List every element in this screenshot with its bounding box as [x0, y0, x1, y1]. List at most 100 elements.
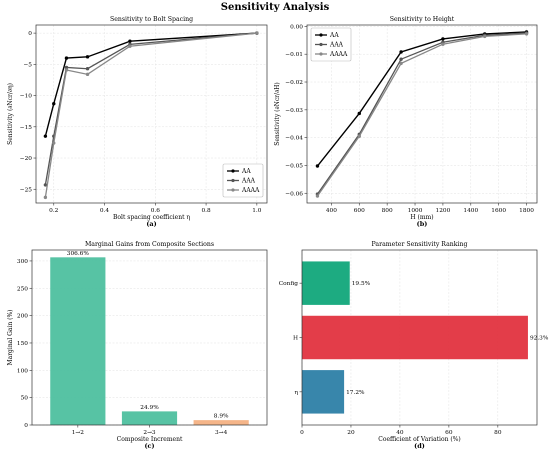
plot-frame-c — [31, 249, 268, 426]
data-point-aaa — [85, 67, 90, 71]
plot-frame-a — [35, 24, 268, 204]
bar-value-label: 92.3% — [530, 336, 549, 342]
y-tick-label: η — [295, 390, 299, 396]
plot-frame-d — [301, 249, 538, 426]
x-tick-label: 1800 — [519, 208, 534, 214]
y-tick-label: 300 — [17, 259, 28, 265]
x-tick-label: 1.0 — [252, 208, 262, 214]
y-tick-label: Config — [279, 281, 299, 287]
panel-label-d: (d) — [414, 442, 425, 450]
y-tick-label: −0.05 — [285, 163, 303, 169]
y-tick-label: −0.01 — [285, 52, 303, 58]
chart-title-b: Sensitivity to Height — [390, 16, 455, 23]
y-axis-label-b: Sensitivity (∂Ncr/∂H) — [274, 82, 281, 146]
x-tick-label: 800 — [382, 208, 393, 214]
y-tick-label: 0 — [28, 31, 32, 37]
y-tick-label: −20 — [20, 156, 33, 162]
y-tick-label: −0.02 — [285, 80, 303, 86]
data-point-aaaa — [43, 195, 48, 200]
series-line-aaa — [316, 32, 527, 195]
data-point-aa — [357, 111, 361, 116]
legend-marker-aaa — [319, 42, 323, 47]
x-tick-label: 400 — [326, 208, 337, 214]
data-point-aaaa — [315, 194, 320, 198]
data-point-aa — [128, 39, 132, 43]
bar-value-label: 19.5% — [352, 281, 371, 287]
y-tick-label: −25 — [20, 187, 33, 193]
legend-label-aa: AA — [329, 32, 339, 39]
data-point-aa — [399, 50, 403, 54]
legend-label-aaaa: AAAA — [241, 187, 260, 194]
x-tick-label: 600 — [354, 208, 365, 214]
bar-2 — [193, 420, 249, 425]
series-line-aaaa — [44, 32, 257, 198]
legend-label-aaaa: AAAA — [329, 51, 348, 58]
data-point-aa — [85, 55, 90, 59]
x-tick-label: 0.2 — [49, 208, 59, 214]
y-tick-label: 150 — [17, 341, 28, 347]
y-tick-label: −0.06 — [285, 191, 303, 197]
data-point-aa — [52, 101, 56, 106]
x-tick-label: 60 — [445, 430, 453, 436]
panel-label-b: (b) — [417, 220, 428, 228]
x-tick-label: 2→3 — [143, 430, 156, 436]
data-point-aaaa — [52, 141, 56, 145]
panel-label-c: (c) — [144, 442, 154, 450]
y-axis-label-a: Sensitivity (∂Ncr/∂η) — [7, 83, 14, 145]
x-tick-label: 40 — [396, 430, 404, 436]
data-point-aaaa — [441, 42, 445, 46]
x-axis-label-c: Composite Increment — [117, 436, 183, 443]
plot-frame-b — [306, 24, 538, 204]
y-tick-label: −0.04 — [285, 136, 303, 142]
x-tick-label: 1600 — [491, 208, 506, 214]
data-point-aaaa — [255, 31, 259, 35]
bar-value-label: 17.2% — [346, 390, 365, 396]
chart-title-a: Sensitivity to Bolt Spacing — [110, 16, 193, 23]
x-tick-label: 80 — [494, 430, 502, 436]
y-tick-label: −10 — [20, 94, 33, 100]
x-tick-label: 1400 — [463, 208, 478, 214]
legend-marker-aa — [319, 33, 323, 37]
x-tick-label: 1→2 — [72, 430, 85, 436]
hbar-0 — [302, 261, 350, 305]
y-tick-label: 50 — [21, 396, 29, 402]
chart-title-c: Marginal Gains from Composite Sections — [85, 241, 214, 248]
legend-marker-aa — [231, 169, 235, 173]
y-tick-label: −0.03 — [285, 108, 303, 114]
legend-marker-aaaa — [319, 52, 323, 56]
data-point-aaaa — [64, 68, 69, 72]
bar-1 — [121, 411, 178, 425]
hbar-1 — [302, 315, 528, 360]
panel-label-a: (a) — [146, 220, 156, 228]
x-tick-label: 20 — [347, 430, 355, 436]
data-point-aa — [441, 37, 445, 41]
data-point-aaaa — [399, 61, 403, 66]
x-axis-label-b: H (mm) — [410, 214, 433, 221]
legend-marker-aaa — [231, 178, 235, 183]
chart-title-d: Parameter Sensitivity Ranking — [372, 241, 468, 248]
x-axis-label-d: Coefficient of Variation (%) — [378, 436, 461, 443]
y-tick-label: 250 — [17, 286, 28, 292]
y-tick-label: −5 — [23, 62, 32, 68]
y-axis-label-c: Marginal Gain (%) — [7, 309, 14, 365]
series-line-aa — [44, 32, 257, 137]
x-tick-label: 1000 — [408, 208, 423, 214]
data-point-aa — [64, 56, 69, 60]
series-line-aa — [316, 31, 527, 167]
x-axis-label-a: Bolt spacing coefficient η — [113, 214, 190, 221]
legend-label-aaa: AAA — [241, 178, 256, 185]
x-tick-label: 0.8 — [201, 208, 211, 214]
x-tick-label: 1200 — [436, 208, 451, 214]
y-tick-label: H — [293, 336, 298, 342]
data-point-aaaa — [85, 72, 90, 77]
data-point-aaaa — [357, 134, 361, 138]
legend-label-aa: AA — [241, 168, 251, 175]
y-tick-label: 100 — [17, 368, 28, 374]
data-point-aaa — [399, 57, 403, 61]
legend-label-aaa: AAA — [329, 42, 344, 49]
series-line-aaa — [44, 32, 257, 185]
y-tick-label: 200 — [17, 314, 28, 320]
data-point-aa — [315, 164, 320, 168]
bar-value-label: 24.9% — [140, 405, 159, 411]
